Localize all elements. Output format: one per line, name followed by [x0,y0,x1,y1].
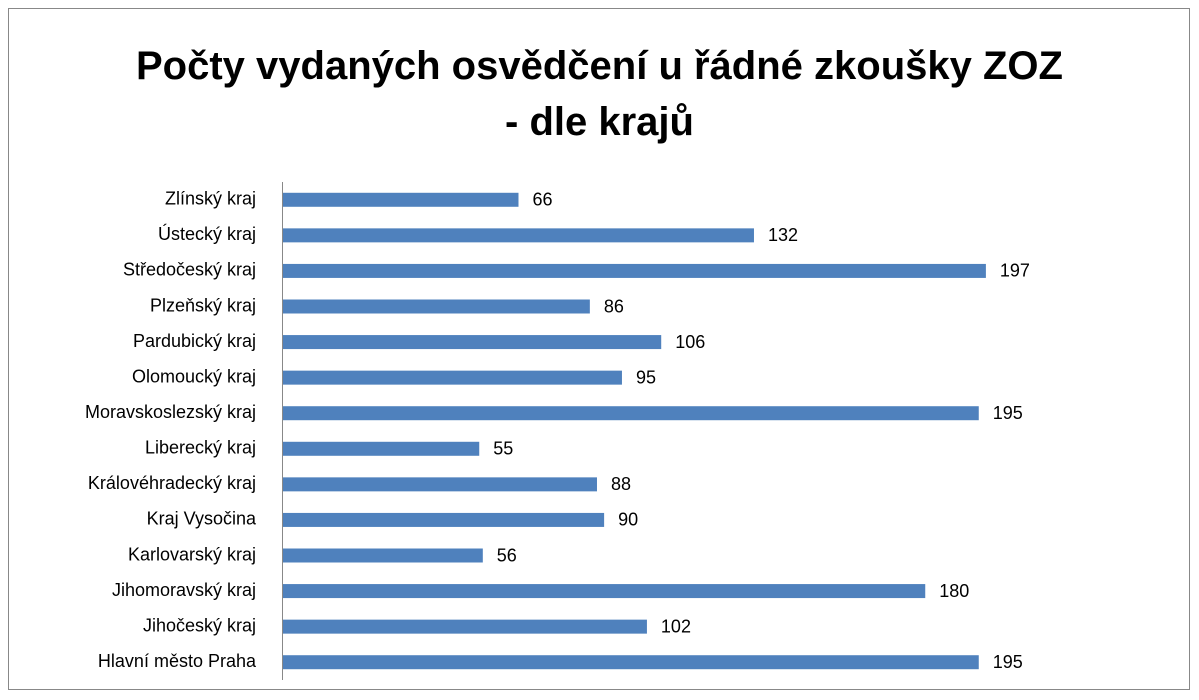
y-tick-label: Hlavní město Praha [98,651,257,671]
y-tick-label: Jihočeský kraj [143,615,256,635]
y-tick-label: Ústecký kraj [158,223,256,244]
data-label: 197 [1000,261,1030,281]
bar [283,548,483,563]
data-label: 102 [661,616,691,636]
bar [283,406,979,421]
data-label: 195 [993,403,1023,423]
bar [283,655,979,670]
y-tick-label: Královéhradecký kraj [88,473,256,493]
data-label: 90 [618,510,638,530]
bar [283,299,590,314]
y-tick-label: Kraj Vysočina [147,509,257,529]
y-tick-label: Moravskoslezský kraj [85,402,256,422]
bar [283,619,647,634]
y-tick-label: Plzeňský kraj [150,295,256,315]
data-label: 195 [993,652,1023,672]
data-label: 88 [611,474,631,494]
data-label: 106 [675,332,705,352]
data-label: 95 [636,367,656,387]
y-tick-label: Olomoucký kraj [132,366,256,386]
bar [283,335,662,350]
y-tick-label: Liberecký kraj [145,438,256,458]
data-label: 55 [493,439,513,459]
bar [283,228,754,243]
data-label: 132 [768,225,798,245]
data-label: 180 [939,581,969,601]
bar [283,584,926,599]
data-label: 66 [532,190,552,210]
y-tick-label: Pardubický kraj [133,331,256,351]
chart-title: Počty vydaných osvědčení u řádné zkoušky… [136,44,1063,144]
bar [283,477,597,492]
bar [283,263,986,278]
y-tick-label: Karlovarský kraj [128,544,256,564]
bar [283,370,622,385]
y-tick-label: Středočeský kraj [123,260,256,280]
data-label: 86 [604,296,624,316]
bar [283,441,480,456]
y-tick-label: Jihomoravský kraj [112,580,256,600]
data-label: 56 [497,545,517,565]
bar [283,512,605,527]
bar [283,192,519,207]
y-tick-label: Zlínský kraj [165,189,256,209]
